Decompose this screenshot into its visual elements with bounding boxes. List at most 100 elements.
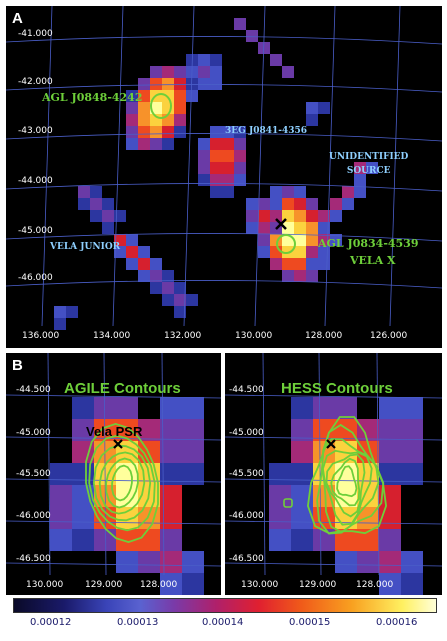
dec-grid-line: [6, 36, 442, 45]
intensity-pixel: [354, 162, 366, 174]
intensity-pixel: [72, 441, 94, 463]
intensity-pixel: [330, 234, 342, 246]
ra-tick: 136.000: [22, 331, 60, 341]
intensity-pixel: [150, 66, 162, 78]
intensity-pixel: [210, 138, 222, 150]
intensity-pixel: [174, 114, 186, 126]
intensity-pixel: [234, 162, 246, 174]
intensity-pixel: [174, 306, 186, 318]
intensity-pixel: [198, 78, 210, 90]
intensity-pixel: [258, 222, 270, 234]
intensity-pixel: [222, 126, 234, 138]
intensity-pixel: [354, 174, 366, 186]
intensity-pixel: [160, 485, 182, 507]
intensity-pixel: [258, 234, 270, 246]
intensity-pixel: [306, 198, 318, 210]
intensity-pixel: [150, 258, 162, 270]
intensity-pixel: [294, 210, 306, 222]
intensity-pixel: [294, 234, 306, 246]
intensity-pixel: [90, 210, 102, 222]
ra-grid-line: [324, 6, 336, 327]
dec-grid-line: [6, 133, 442, 142]
intensity-pixel: [116, 551, 138, 573]
intensity-pixel: [234, 126, 246, 138]
intensity-pixel: [78, 198, 90, 210]
dec-tick: -44.500: [229, 385, 264, 395]
ra-grid-line: [262, 353, 266, 576]
intensity-pixel: [160, 419, 182, 441]
dec-grid-line: [6, 84, 442, 93]
contour-line: [98, 451, 146, 515]
intensity-pixel: [174, 282, 186, 294]
intensity-pixel: [102, 210, 114, 222]
intensity-pixel: [222, 150, 234, 162]
intensity-pixel: [379, 529, 401, 551]
intensity-pixel: [72, 397, 94, 419]
intensity-pixel: [330, 198, 342, 210]
ra-tick: 128.000: [305, 331, 343, 341]
intensity-pixel: [182, 441, 204, 463]
dec-tick: -46.500: [16, 554, 51, 564]
agl-j0834-contour: [276, 234, 296, 254]
intensity-pixel: [335, 419, 357, 441]
intensity-pixel: [270, 198, 282, 210]
intensity-pixel: [401, 551, 423, 573]
panel-b-letter: B: [12, 357, 23, 374]
intensity-pixel: [150, 78, 162, 90]
intensity-pixel: [313, 529, 335, 551]
panel-b-agile-skymap: [6, 353, 221, 595]
dec-grid-line: [6, 183, 442, 192]
intensity-pixel: [318, 102, 330, 114]
intensity-pixel: [72, 507, 94, 529]
intensity-pixel: [222, 162, 234, 174]
dec-tick: -43.000: [18, 126, 53, 136]
intensity-pixel: [162, 126, 174, 138]
intensity-pixel: [234, 174, 246, 186]
dec-tick: -46.000: [16, 511, 51, 521]
intensity-pixel: [306, 246, 318, 258]
intensity-pixel: [94, 529, 116, 551]
contour-line: [92, 444, 152, 522]
intensity-pixel: [210, 186, 222, 198]
intensity-pixel: [318, 222, 330, 234]
ra-grid-line: [376, 353, 380, 576]
intensity-pixel: [335, 529, 357, 551]
intensity-pixel: [335, 397, 357, 419]
intensity-pixel: [102, 222, 114, 234]
vela-psr-label: Vela PSR: [86, 424, 143, 439]
dec-grid-line: [225, 478, 442, 483]
intensity-pixel: [182, 573, 204, 595]
intensity-pixel: [401, 419, 423, 441]
intensity-pixel: [379, 551, 401, 573]
intensity-pixel: [160, 441, 182, 463]
intensity-pixel: [246, 222, 258, 234]
intensity-pixel: [318, 258, 330, 270]
intensity-pixel: [270, 234, 282, 246]
hess-small-contour: [283, 498, 293, 508]
ra-tick: 126.000: [370, 331, 408, 341]
panel-a-letter: A: [12, 10, 23, 27]
ra-tick: 128.000: [140, 580, 178, 590]
contour-line: [330, 457, 361, 507]
dec-grid-line: [225, 562, 442, 567]
vela-psr-marker: [326, 439, 336, 449]
panel-b-hess-skymap: [225, 353, 442, 595]
intensity-pixel: [162, 282, 174, 294]
dec-tick: -46.000: [18, 273, 53, 283]
intensity-pixel: [138, 529, 160, 551]
intensity-pixel: [138, 78, 150, 90]
intensity-pixel: [50, 507, 72, 529]
intensity-pixel: [198, 150, 210, 162]
intensity-pixel: [366, 162, 378, 174]
intensity-pixel: [330, 210, 342, 222]
intensity-pixel: [258, 246, 270, 258]
ra-tick: 130.000: [241, 580, 279, 590]
intensity-pixel: [150, 138, 162, 150]
intensity-pixel: [294, 198, 306, 210]
intensity-pixel: [72, 419, 94, 441]
intensity-pixel: [186, 78, 198, 90]
intensity-pixel: [186, 90, 198, 102]
intensity-pixel: [138, 258, 150, 270]
intensity-pixel: [150, 270, 162, 282]
intensity-pixel: [234, 18, 246, 30]
